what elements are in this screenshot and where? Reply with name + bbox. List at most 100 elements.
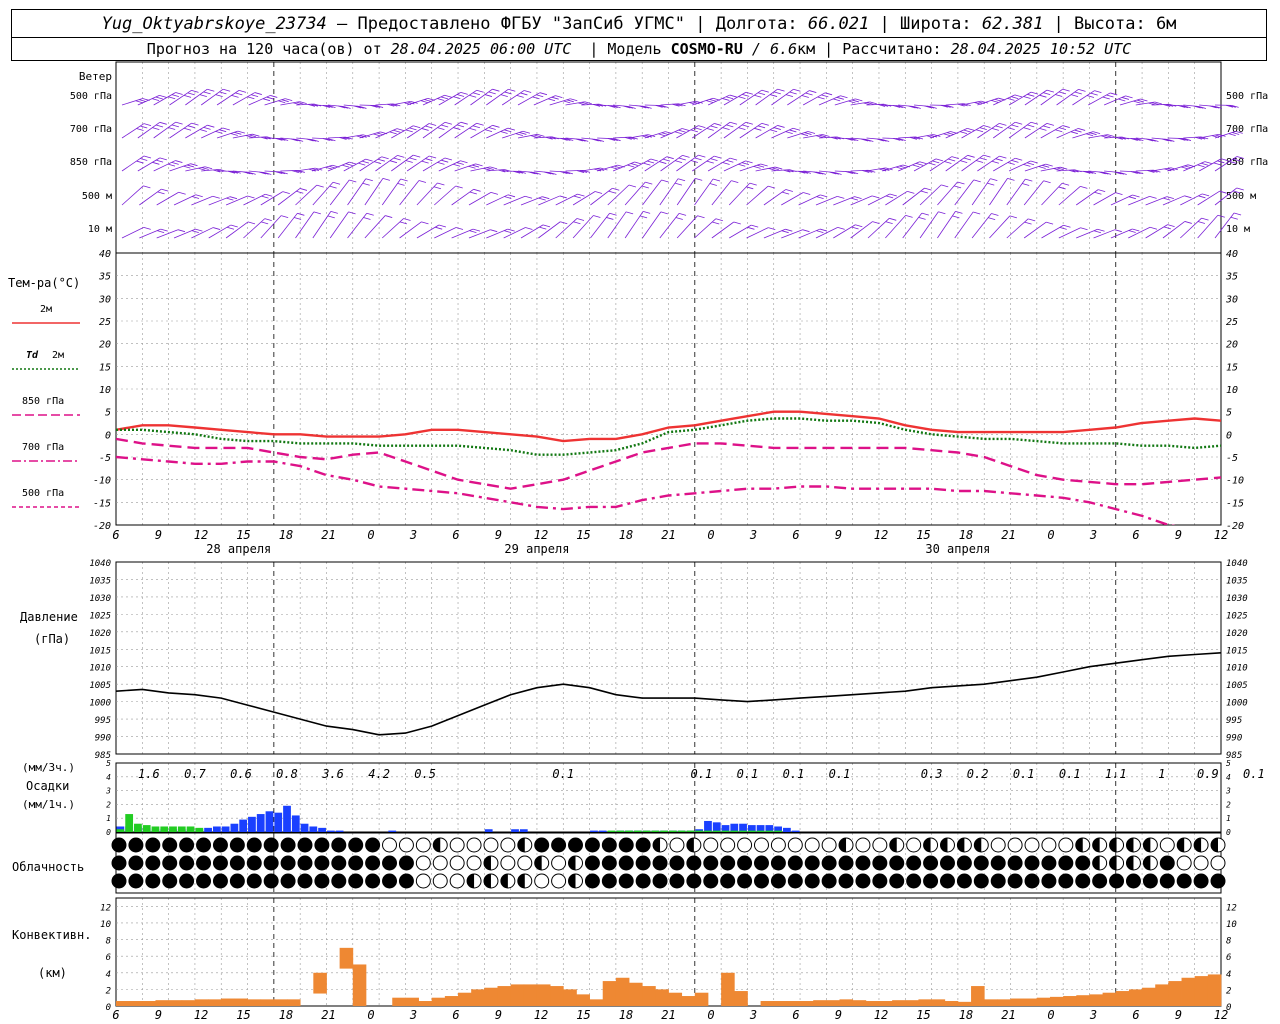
cloud-symbol (821, 837, 837, 853)
wind-barb-flag (469, 94, 477, 98)
wind-barb-flag (409, 127, 417, 131)
wind-barb-flag (551, 96, 559, 100)
wind-barb-flag (155, 96, 163, 100)
wind-barb-flag (252, 133, 260, 137)
wind-barb-flag (973, 211, 981, 215)
cloud-symbol (923, 873, 939, 889)
cloud-symbol-half (686, 838, 694, 853)
forecast-label: Прогноз на 120 часа(ов) от (146, 40, 382, 58)
wind-barb-flag (203, 91, 211, 95)
cloud-symbol (855, 873, 871, 889)
wind-barb-flag (490, 191, 499, 195)
pressure-ytick-left: 1000 (89, 699, 111, 709)
cloud-symbol (517, 855, 533, 871)
wind-barb-flag (418, 180, 427, 183)
wind-barb (607, 211, 627, 239)
wind-barb-flag (1114, 229, 1122, 233)
wind-barb-flag (1062, 88, 1070, 92)
wind-barb-flag (476, 122, 484, 126)
temp-ytick-right: 25 (1226, 317, 1238, 328)
wind-barb-flag (219, 129, 227, 133)
wind-barb-flag (639, 105, 647, 109)
bottom-xtick-label: 18 (619, 1008, 633, 1022)
wind-barb (1128, 196, 1150, 206)
conv-ytick-right: 6 (1226, 953, 1231, 963)
conv-bar (734, 991, 748, 1006)
cloud-symbol-half (1126, 856, 1134, 871)
wind-barb (1006, 218, 1029, 239)
wind-barb-flag (661, 179, 669, 183)
cloud-symbol (1193, 855, 1209, 871)
temp-ytick-right: -15 (1226, 498, 1244, 509)
bottom-xtick-label: 12 (534, 1008, 548, 1022)
cloud-symbol (973, 855, 989, 871)
bottom-xtick-label: 21 (1001, 1008, 1015, 1022)
wind-barb-flag (854, 196, 862, 200)
precip-bar-1h-alt (712, 830, 721, 832)
wind-barb-flag (235, 92, 243, 96)
wind-barb-flag (581, 101, 589, 105)
cloud-symbol (1142, 873, 1158, 889)
conv-bar (629, 982, 643, 1006)
temp-xtick-label: 3 (1089, 528, 1097, 542)
header-row-station: Yug_Oktyabrskoye_23734 – Предоставлено Ф… (12, 10, 1266, 38)
cloud-symbol (263, 873, 279, 889)
conv-bar (1063, 996, 1077, 1006)
cloud-symbol-half (1177, 838, 1185, 853)
wind-barb-flag (1022, 183, 1030, 186)
wind-barb-flag (674, 182, 683, 186)
cloud-symbol-half (1109, 838, 1117, 853)
precip-panel-frame (115, 762, 1222, 833)
precip-ytick-left: 3 (105, 787, 111, 796)
wind-barb-flag (421, 128, 429, 131)
wind-barb-flag (768, 227, 776, 231)
temp-legend-label: 2м (52, 350, 64, 361)
wind-barb-flag (943, 104, 951, 108)
wind-barb-flag (643, 210, 651, 214)
conv-bar (931, 999, 946, 1006)
wind-barb-flag (609, 212, 617, 216)
wind-barb-flag (407, 101, 415, 105)
wind-barb-flag (643, 162, 651, 166)
cloud-symbol (1176, 855, 1192, 871)
conv-unit: (км) (38, 966, 67, 980)
temp-ytick-right: 10 (1226, 385, 1238, 396)
wind-barb (1162, 221, 1186, 239)
wind-barb-flag (1130, 171, 1138, 174)
wind-barb-flag (729, 121, 738, 125)
wind-barb (711, 180, 732, 206)
wind-barb-flag (528, 171, 536, 175)
wind-barb-flag (1204, 161, 1212, 165)
cloud-symbol-half (957, 838, 965, 853)
wind-barb-flag (1201, 217, 1209, 221)
cloud-symbol (1007, 855, 1023, 871)
wind-barb-flag (722, 162, 730, 165)
wind-barb (121, 227, 144, 239)
pressure-ytick-right: 995 (1226, 716, 1242, 726)
precip-title: Осадки (26, 779, 69, 793)
wind-barb (919, 184, 942, 206)
wind-barb (1075, 189, 1099, 206)
wind-barb-flag (697, 215, 705, 219)
wind-barb-flag (349, 179, 357, 183)
wind-barb-flag (1094, 90, 1102, 94)
wind-barb-flag (1110, 92, 1118, 96)
precip-3h-label: 0.8 (276, 767, 298, 781)
conv-bar (247, 999, 262, 1006)
cloud-symbol (584, 855, 600, 871)
wind-barb-flag (299, 188, 308, 191)
header-row-forecast: Прогноз на 120 часа(ов) от 28.04.2025 06… (146, 40, 1132, 58)
wind-barb-flag (183, 127, 192, 131)
precip-3h-label: 1 (1158, 767, 1165, 781)
cloud-symbol (906, 873, 922, 889)
cloud-symbol-half (517, 874, 525, 888)
wind-barb-flag (437, 182, 445, 186)
wind-barb-flag (1085, 133, 1094, 137)
precip-3h-label: 0.3 (921, 767, 943, 781)
wind-barb-flag (658, 105, 666, 108)
conv-bar (116, 1001, 130, 1006)
conv-bar (918, 999, 932, 1006)
wind-barb-flag (804, 132, 812, 135)
wind-barb-flag (660, 211, 668, 215)
wind-barb-flag (212, 227, 221, 230)
